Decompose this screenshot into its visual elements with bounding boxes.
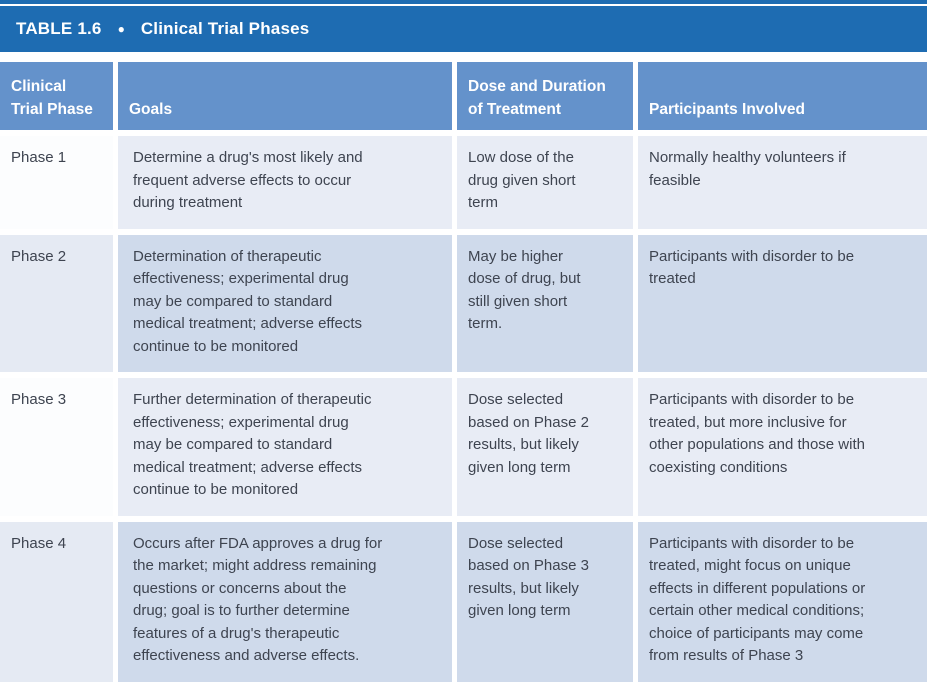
participants-cell-row4: Participants with disorder to be treated… — [638, 521, 927, 682]
column-header-participants: Participants Involved — [638, 62, 927, 130]
table-title-bar: TABLE 1.6 ● Clinical Trial Phases — [0, 6, 927, 52]
participants-cell-row3: Participants with disorder to be treated… — [638, 378, 927, 516]
column-header-dose: Dose and Duration of Treatment — [457, 62, 633, 130]
dose-cell-row2: May be higher dose of drug, but still gi… — [457, 234, 633, 372]
phase-cell-row1: Phase 1 — [0, 136, 113, 229]
bullet-icon: ● — [117, 22, 125, 36]
column-header-phase: Clinical Trial Phase — [0, 62, 113, 130]
dose-cell-row4: Dose selected based on Phase 3 results, … — [457, 521, 633, 682]
clinical-trial-phases-table: Clinical Trial Phase Goals Dose and Dura… — [0, 62, 927, 682]
dose-cell-row1: Low dose of the drug given short term — [457, 136, 633, 229]
table-title: Clinical Trial Phases — [140, 19, 310, 38]
goals-cell-row1: Determine a drug's most likely and frequ… — [118, 136, 452, 229]
phase-cell-row4: Phase 4 — [0, 521, 113, 682]
table-number-label: TABLE 1.6 — [16, 19, 102, 38]
goals-cell-row3: Further determination of therapeutic eff… — [118, 378, 452, 516]
goals-cell-row4: Occurs after FDA approves a drug for the… — [118, 521, 452, 682]
participants-cell-row1: Normally healthy volunteers if feasible — [638, 136, 927, 229]
top-accent-strip — [0, 0, 927, 4]
dose-cell-row3: Dose selected based on Phase 2 results, … — [457, 378, 633, 516]
phase-cell-row3: Phase 3 — [0, 378, 113, 516]
goals-cell-row2: Determination of therapeutic effectivene… — [118, 234, 452, 372]
phase-cell-row2: Phase 2 — [0, 234, 113, 372]
column-header-goals: Goals — [118, 62, 452, 130]
participants-cell-row2: Participants with disorder to be treated — [638, 234, 927, 372]
